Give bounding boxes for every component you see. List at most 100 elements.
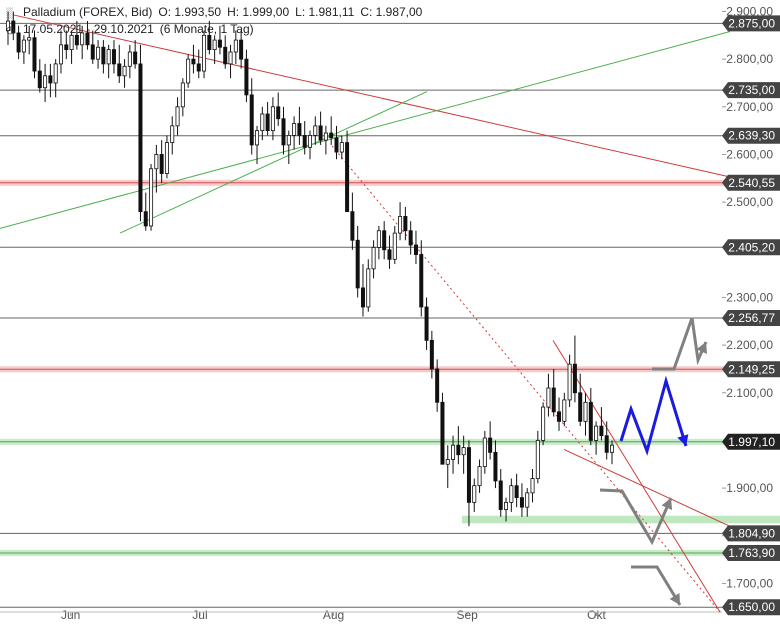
price-tag — [722, 127, 780, 144]
price-tag — [722, 544, 780, 561]
candle-body — [43, 75, 48, 89]
candle-body — [85, 32, 90, 46]
candle-body — [292, 123, 297, 136]
price-tag — [722, 525, 780, 542]
close-value: C: 1.987,00 — [360, 5, 423, 19]
price-tag — [722, 15, 780, 32]
candle-body — [11, 20, 16, 34]
candle-body — [509, 485, 514, 503]
price-tag — [722, 310, 780, 327]
price-tag — [722, 599, 780, 616]
y-tick-label: 1.900,00 — [726, 481, 773, 495]
candle-body — [578, 392, 583, 422]
candle-body — [74, 34, 79, 46]
y-tick-label: 2.500,00 — [726, 195, 773, 209]
candle-body — [217, 39, 222, 48]
trendline — [563, 449, 741, 532]
candle-body — [127, 51, 132, 67]
candle-body — [228, 51, 233, 65]
candle-body — [239, 39, 244, 60]
candle-body — [80, 32, 85, 46]
candle-body — [191, 58, 196, 65]
x-tick-label: Aug — [323, 608, 344, 622]
candle-body — [21, 39, 26, 53]
chart-header-line-2: ◷ 17.05.2021 - 29.10.2021 (6 Monate, 1 Tag… — [6, 22, 260, 36]
candle-body — [16, 32, 21, 53]
scenario-arrow — [599, 488, 673, 546]
candle-body — [604, 435, 609, 453]
candle-body — [207, 34, 212, 51]
trendline — [0, 31, 731, 229]
candle-body — [360, 287, 365, 308]
candle-body — [111, 49, 116, 65]
y-tick-label: 2.600,00 — [726, 147, 773, 161]
candle-body — [535, 440, 540, 479]
candle-body — [307, 134, 312, 148]
candle-body — [610, 444, 615, 453]
candle-body — [186, 58, 191, 84]
clock-icon: ◷ — [6, 25, 15, 36]
y-tick-label: 2.100,00 — [726, 386, 773, 400]
candle-body — [498, 480, 503, 510]
price-tag — [722, 174, 780, 191]
price-tag — [722, 361, 780, 378]
candle-body — [255, 130, 260, 146]
trendline — [12, 14, 741, 180]
price-tag-label: 1.763,90 — [728, 546, 775, 560]
arrow-head — [696, 342, 707, 354]
candle-body — [339, 142, 344, 153]
candle-body — [514, 485, 519, 499]
candle-body — [286, 134, 291, 146]
candle-body — [117, 63, 122, 77]
candle-body — [96, 46, 101, 60]
trendline — [331, 145, 721, 613]
candle-body — [546, 387, 551, 408]
candle-body — [297, 123, 302, 136]
candle-body — [413, 244, 418, 255]
candle-body — [106, 49, 111, 65]
candle-body — [27, 37, 32, 41]
arrow-head — [661, 498, 673, 510]
candle-body — [451, 444, 456, 460]
candle-body — [175, 106, 180, 127]
candle-body — [562, 399, 567, 422]
candle-body — [149, 168, 154, 227]
candle-body — [64, 44, 69, 51]
high-value: H: 1.999,00 — [227, 5, 290, 19]
candle-body — [551, 387, 556, 413]
candle-body — [323, 132, 328, 141]
candle-body — [371, 247, 376, 270]
x-tick-label: Sep — [456, 608, 478, 622]
price-tag-label: 2.405,20 — [728, 240, 775, 254]
candle-body — [350, 211, 355, 241]
candle-body — [588, 401, 593, 441]
candle-body — [488, 437, 493, 453]
arrow-head — [669, 593, 680, 605]
candle-body — [202, 34, 207, 72]
candle-body — [466, 447, 471, 503]
candle-body — [382, 230, 387, 251]
price-tag-label: 1.997,10 — [728, 435, 775, 449]
chart-header-line-1: ░ Palladium (FOREX, Bid) O: 1.993,50 H: 1.9… — [6, 5, 428, 19]
candle-body — [482, 437, 487, 468]
candle-body — [170, 125, 175, 143]
candle-body — [32, 37, 37, 72]
candle-body — [223, 46, 228, 65]
candle-body — [133, 51, 138, 65]
candle-body — [461, 447, 466, 456]
candle-body — [154, 154, 159, 170]
candle-body — [435, 368, 440, 403]
instrument-name: Palladium (FOREX, Bid) — [23, 5, 153, 19]
candle-body — [58, 44, 63, 65]
candle-body — [424, 306, 429, 341]
candle-body — [53, 63, 58, 84]
candle-body — [398, 216, 403, 234]
candle-body — [557, 411, 562, 422]
candle-body — [143, 211, 148, 227]
candle-body — [196, 63, 201, 72]
price-tag — [722, 433, 780, 450]
candle-body — [260, 113, 265, 132]
candle-body — [530, 478, 535, 494]
